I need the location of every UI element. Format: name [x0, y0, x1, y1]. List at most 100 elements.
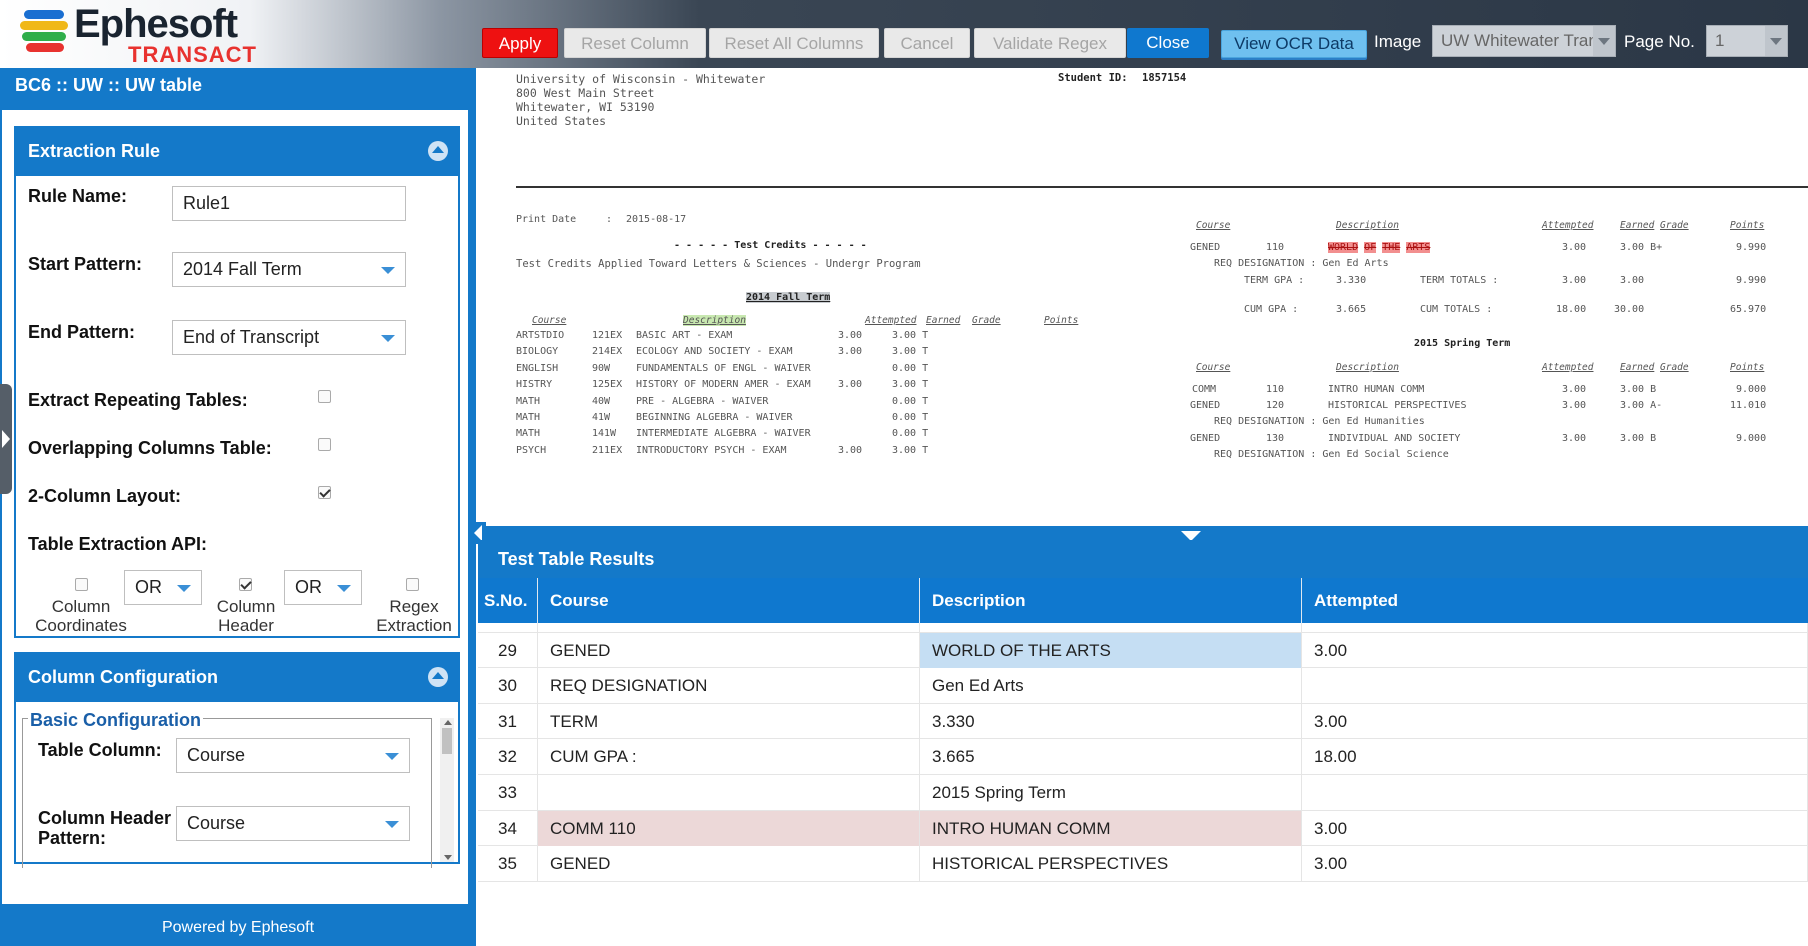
viewer-splitter[interactable]	[478, 526, 1808, 544]
column-coordinates-checkbox[interactable]	[75, 578, 88, 591]
doc-rule-line	[516, 186, 1808, 188]
scroll-down-icon[interactable]	[444, 855, 452, 860]
regex-extraction-checkbox[interactable]	[406, 578, 419, 591]
view-ocr-data-button[interactable]: View OCR Data	[1221, 30, 1367, 58]
two-column-layout-checkbox[interactable]	[318, 486, 331, 499]
image-label: Image	[1374, 32, 1422, 51]
sno-cell[interactable]: 35	[478, 846, 538, 882]
doc-r2-number: 110	[1266, 384, 1285, 395]
extract-repeating-tables-checkbox[interactable]	[318, 390, 331, 403]
course-cell[interactable]: REQ DESIGNATION	[538, 668, 920, 704]
doc-left-cell-d: FUNDAMENTALS OF ENGL - WAIVER	[636, 362, 811, 374]
table-row[interactable]: 31 TERM 3.330 3.00	[478, 703, 1808, 740]
course-cell[interactable]: COMM 110	[538, 810, 920, 847]
table-row[interactable]: 29 GENED WORLD OF THE ARTS 3.00	[478, 632, 1808, 669]
doc-left-cell-c: ENGLISH	[516, 362, 559, 374]
start-pattern-label: Start Pattern:	[28, 254, 143, 274]
doc-left-cell-e: 0.00 T	[892, 362, 929, 374]
validate-regex-button[interactable]: Validate Regex	[974, 28, 1126, 58]
course-cell[interactable]: CUM GPA :	[538, 739, 920, 775]
table-row[interactable]: 34 COMM 110 INTRO HUMAN COMM 3.00	[478, 810, 1808, 847]
close-button[interactable]: Close	[1127, 28, 1209, 58]
sno-cell[interactable]: 31	[478, 703, 538, 740]
doc-highlight-word: OF	[1364, 242, 1377, 253]
overlapping-columns-checkbox[interactable]	[318, 438, 331, 451]
course-cell[interactable]: GENED	[538, 846, 920, 882]
description-cell[interactable]: 3.665	[920, 739, 1302, 775]
table-column-select[interactable]: Course	[176, 738, 410, 773]
doc-r2-course: COMM	[1192, 384, 1217, 395]
table-row[interactable]: 32 CUM GPA :3.665 18.00	[478, 739, 1808, 775]
scroll-up-icon[interactable]	[444, 720, 452, 725]
reset-column-button[interactable]: Reset Column	[564, 28, 706, 58]
collapse-up-icon[interactable]	[428, 667, 448, 687]
attempted-cell[interactable]: 18.00	[1302, 739, 1808, 775]
doc-fall-term-highlight[interactable]: 2014 Fall Term	[746, 292, 831, 303]
description-cell[interactable]	[920, 623, 1302, 633]
sno-cell[interactable]: 33	[478, 775, 538, 811]
doc-left-cell-c: HISTRY	[516, 379, 553, 391]
description-cell[interactable]: Gen Ed Arts	[920, 668, 1302, 704]
sno-cell[interactable]: 28	[478, 623, 538, 633]
attempted-cell[interactable]	[1302, 775, 1808, 811]
doc-left-cell-c: MATH	[516, 395, 541, 407]
scrollbar-thumb[interactable]	[442, 728, 452, 754]
col-header-course[interactable]: Course	[538, 578, 920, 623]
document-viewer[interactable]: University of Wisconsin - Whitewater 800…	[478, 68, 1808, 526]
col-header-description[interactable]: Description	[920, 578, 1302, 623]
doc-left-cell-c: MATH	[516, 428, 541, 440]
cancel-button[interactable]: Cancel	[884, 28, 970, 58]
course-cell[interactable]: TERM	[538, 703, 920, 740]
reset-all-columns-button[interactable]: Reset All Columns	[709, 28, 879, 58]
operator-select-1[interactable]: OR	[124, 570, 202, 605]
col-header-attempted[interactable]: Attempted	[1314, 591, 1399, 610]
image-select[interactable]: UW Whitewater Tran	[1432, 25, 1616, 57]
sno-cell[interactable]: 30	[478, 668, 538, 704]
sno-cell[interactable]: 29	[478, 632, 538, 669]
rule-name-input[interactable]: Rule1	[172, 186, 406, 221]
description-cell[interactable]: HISTORICAL PERSPECTIVES	[920, 846, 1302, 882]
end-pattern-select[interactable]: End of Transcript	[172, 320, 406, 355]
extraction-rule-title: Extraction Rule	[28, 141, 161, 161]
rule-name-label: Rule Name:	[28, 186, 128, 206]
collapse-up-icon[interactable]	[428, 141, 448, 161]
attempted-cell[interactable]	[1302, 668, 1808, 704]
config-scrollbar[interactable]	[440, 718, 454, 862]
page-no-select[interactable]: 1	[1706, 25, 1788, 57]
attempted-cell[interactable]: 3.00	[1302, 810, 1808, 847]
column-configuration-header[interactable]: Column Configuration	[16, 654, 458, 702]
attempted-cell[interactable]: 3.00	[1302, 703, 1808, 740]
apply-button[interactable]: Apply	[482, 28, 558, 58]
description-cell[interactable]: 2015 Spring Term	[920, 775, 1302, 811]
description-cell[interactable]: WORLD OF THE ARTS	[920, 632, 1302, 669]
table-row[interactable]: 33 2015 Spring Term	[478, 775, 1808, 811]
col-header-sno[interactable]: S.No.	[478, 578, 538, 623]
extraction-rule-header[interactable]: Extraction Rule	[16, 128, 458, 176]
doc-r-world-of-the-arts[interactable]: WORLD OF THE ARTS	[1328, 242, 1431, 253]
description-cell[interactable]: 3.330	[920, 703, 1302, 740]
sno-cell[interactable]: 34	[478, 810, 538, 847]
chevron-left-icon[interactable]	[472, 522, 486, 544]
attempted-cell[interactable]: 3.00	[1302, 632, 1808, 669]
chevron-down-icon[interactable]	[1181, 531, 1201, 541]
table-row[interactable]: 35 GENED HISTORICAL PERSPECTIVES 3.00	[478, 846, 1808, 882]
attempted-cell[interactable]	[1302, 623, 1808, 633]
doc-r-col-course: Course	[1196, 220, 1231, 231]
course-cell[interactable]: GENED	[538, 632, 920, 669]
attempted-cell[interactable]: 3.00	[1302, 846, 1808, 882]
column-header-checkbox[interactable]	[239, 578, 252, 591]
start-pattern-select[interactable]: 2014 Fall Term	[172, 252, 406, 287]
course-cell[interactable]	[538, 775, 920, 811]
side-panel-toggle[interactable]	[0, 384, 12, 494]
sno-cell[interactable]: 32	[478, 739, 538, 775]
doc-r-cum-pts: 65.970	[1730, 304, 1767, 315]
operator-select-2[interactable]: OR	[284, 570, 362, 605]
course-cell[interactable]: 1857154	[538, 623, 920, 633]
logo-sub-text: TRANSACT	[128, 42, 257, 67]
column-header-pattern-select[interactable]: Course	[176, 806, 410, 841]
doc-r-term-gpa: 3.330	[1336, 275, 1367, 286]
description-cell[interactable]: INTRO HUMAN COMM	[920, 810, 1302, 847]
table-row[interactable]: 281857154	[478, 623, 1808, 633]
doc-col-course: Course	[532, 315, 567, 326]
table-row[interactable]: 30 REQ DESIGNATION Gen Ed Arts	[478, 668, 1808, 704]
